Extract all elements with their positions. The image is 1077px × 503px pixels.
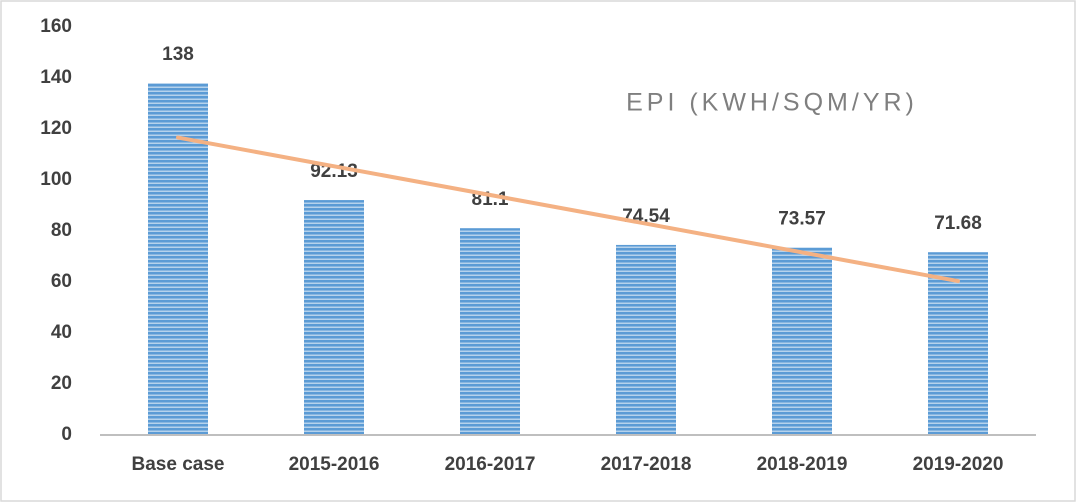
data-label: 71.68 <box>934 213 982 234</box>
data-label: 73.57 <box>778 208 826 229</box>
data-label: 138 <box>162 44 194 65</box>
y-tick-label: 0 <box>61 424 72 445</box>
chart-title: EPI (KWH/SQM/YR) <box>626 89 918 117</box>
x-tick-label: 2017-2018 <box>601 454 692 475</box>
trendline <box>176 135 960 284</box>
y-tick-label: 80 <box>51 220 72 241</box>
x-tick-label: 2019-2020 <box>913 454 1004 475</box>
y-tick-label: 40 <box>51 322 72 343</box>
x-tick-label: Base case <box>132 454 225 475</box>
y-tick-label: 20 <box>51 373 72 394</box>
bar <box>460 228 520 435</box>
data-label: 92.13 <box>310 161 358 182</box>
bar <box>616 244 676 435</box>
y-tick-label: 120 <box>40 118 72 139</box>
x-tick-label: 2016-2017 <box>445 454 536 475</box>
y-tick-label: 160 <box>40 16 72 37</box>
x-tick-label: 2018-2019 <box>757 454 848 475</box>
y-tick-label: 60 <box>51 271 72 292</box>
y-tick-label: 140 <box>40 67 72 88</box>
bar <box>772 247 832 435</box>
bar <box>304 200 364 435</box>
x-tick-label: 2015-2016 <box>289 454 380 475</box>
y-tick-label: 100 <box>40 169 72 190</box>
